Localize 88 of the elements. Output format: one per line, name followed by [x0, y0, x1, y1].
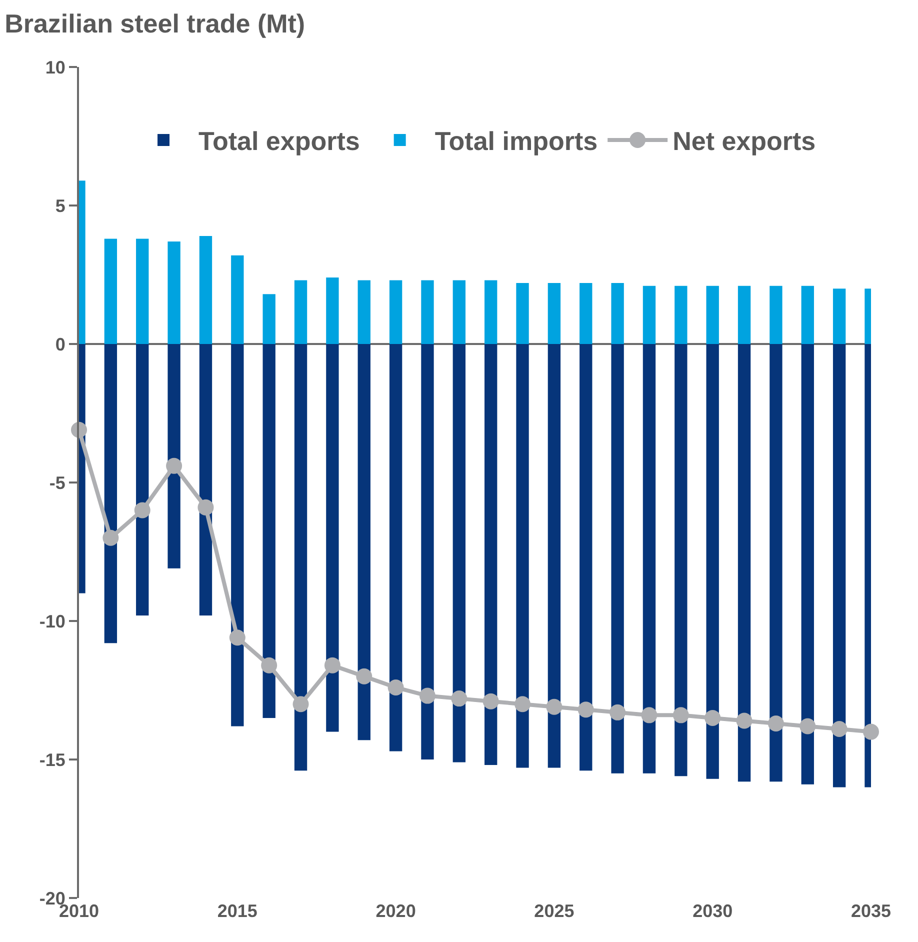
point: [482, 693, 499, 710]
point: [768, 715, 784, 732]
bar: [294, 280, 308, 344]
bar: [832, 344, 846, 788]
bar: [104, 344, 118, 644]
bar: [421, 344, 434, 760]
point: [419, 688, 436, 704]
bar: [516, 344, 529, 768]
point: [102, 530, 119, 546]
bar: [358, 344, 370, 740]
point: [831, 721, 848, 738]
bar: [580, 283, 592, 344]
y-tick-label: -15: [39, 750, 66, 770]
bar: [136, 344, 149, 616]
point: [451, 690, 468, 707]
bar: [674, 286, 688, 344]
bar: [136, 238, 149, 344]
point: [388, 679, 404, 696]
bar: [674, 344, 688, 776]
bar: [168, 344, 180, 568]
point: [641, 707, 658, 724]
bar: [706, 286, 719, 344]
bar: [801, 344, 814, 784]
point: [704, 710, 721, 726]
bar: [231, 344, 244, 726]
point: [356, 668, 372, 684]
bar: [452, 280, 466, 344]
point: [610, 704, 626, 720]
point: [514, 696, 531, 712]
x-tick-label: 2015: [217, 901, 258, 921]
legend-label: Total imports: [434, 126, 598, 156]
bar: [580, 344, 592, 771]
bar: [642, 286, 656, 344]
point: [261, 657, 278, 674]
bar: [484, 280, 498, 344]
legend-label: Total exports: [198, 126, 360, 156]
bar: [516, 283, 529, 344]
bar: [611, 283, 624, 344]
y-tick-label: 10: [45, 57, 66, 78]
bar: [801, 286, 814, 344]
bar: [104, 238, 118, 344]
chart-title: Brazilian steel trade (Mt): [4, 8, 306, 38]
y-tick-label: 0: [55, 334, 66, 354]
x-tick-label: 2020: [376, 901, 416, 921]
point: [166, 458, 182, 474]
point: [292, 696, 309, 712]
point: [863, 724, 879, 740]
legend-label: Net exports: [672, 126, 816, 156]
point: [198, 499, 214, 516]
bar: [832, 288, 846, 344]
bar: [326, 278, 339, 344]
point: [578, 702, 594, 718]
bar: [421, 280, 434, 344]
bar: [770, 344, 782, 782]
point: [546, 698, 562, 715]
bar: [706, 344, 719, 779]
bar: [262, 344, 276, 718]
point: [134, 502, 150, 518]
bar: [738, 286, 751, 344]
x-tick-label: 2030: [692, 901, 733, 921]
bar: [452, 344, 466, 762]
bar: [738, 344, 751, 782]
y-tick-label: -5: [49, 472, 66, 493]
bar: [231, 255, 244, 344]
bar: [294, 344, 308, 771]
point: [800, 718, 816, 734]
bar: [484, 344, 498, 766]
bar: [389, 280, 402, 344]
bar: [168, 242, 180, 344]
bar: [389, 344, 402, 752]
point: [229, 630, 246, 646]
bar: [262, 294, 276, 344]
x-tick-label: 2025: [534, 901, 574, 921]
bar: [548, 344, 561, 768]
bar: [642, 344, 656, 774]
bar: [199, 236, 212, 344]
point: [736, 712, 752, 729]
y-tick-label: 5: [55, 196, 66, 216]
point: [672, 707, 689, 724]
bar: [358, 280, 370, 344]
bar: [548, 283, 561, 344]
bar: [770, 286, 782, 344]
bar: [611, 344, 624, 774]
x-tick-label: 2035: [850, 901, 892, 921]
point: [324, 657, 340, 674]
bar: [326, 344, 339, 732]
bar: [199, 344, 212, 616]
y-tick-label: -10: [39, 611, 66, 632]
